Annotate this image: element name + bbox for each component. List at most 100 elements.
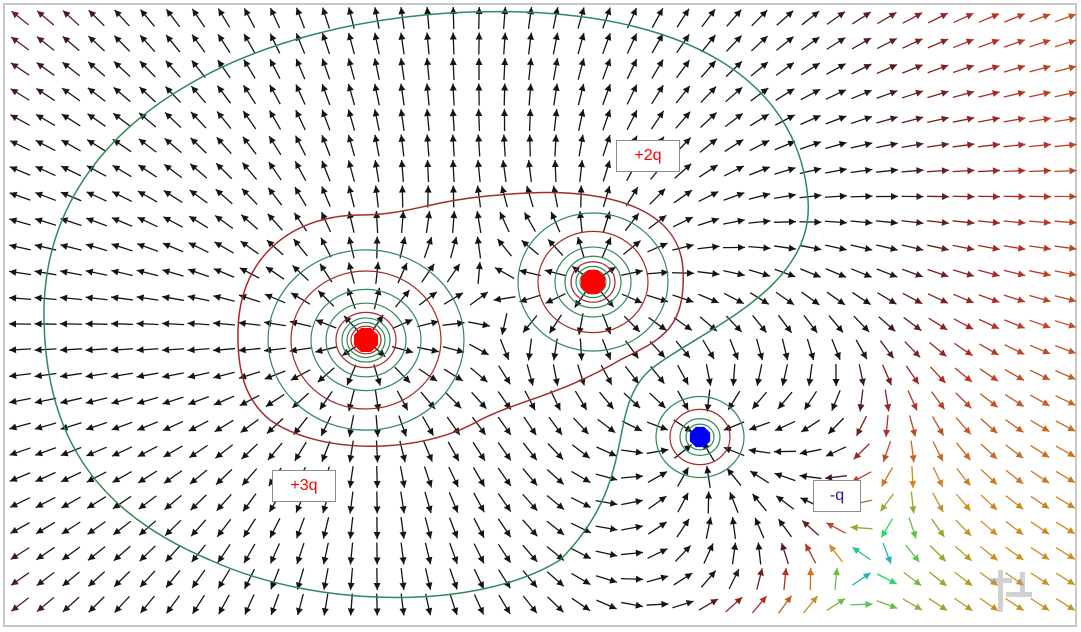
field-arrow	[774, 114, 796, 126]
field-arrow	[321, 593, 329, 616]
field-arrow	[290, 292, 311, 305]
field-arrow	[902, 38, 923, 49]
field-arrow	[240, 240, 259, 255]
field-arrow	[294, 161, 307, 181]
field-arrow	[623, 315, 641, 333]
field-arrow	[552, 32, 560, 55]
field-arrow	[475, 134, 483, 157]
field-arrow	[162, 372, 184, 380]
field-arrow	[903, 316, 922, 332]
field-arrow	[347, 236, 355, 259]
field-arrow	[9, 472, 31, 482]
field-arrow	[139, 545, 156, 562]
field-arrow	[956, 442, 971, 461]
field-arrow	[424, 517, 433, 539]
field-arrow	[801, 520, 820, 536]
field-arrow	[526, 108, 534, 132]
field-arrow	[242, 110, 257, 130]
field-arrow	[927, 141, 949, 149]
field-arrow	[269, 543, 281, 564]
field-arrow	[87, 35, 106, 52]
field-arrow	[526, 338, 533, 361]
field-arrow	[9, 397, 31, 405]
field-arrow	[649, 340, 666, 359]
field-arrow	[674, 545, 692, 562]
field-arrow	[424, 185, 432, 208]
field-arrow	[449, 236, 458, 259]
field-arrow	[296, 593, 304, 616]
field-arrow	[34, 191, 57, 202]
field-arrow	[139, 60, 156, 78]
field-arrow	[825, 244, 847, 252]
field-arrow	[163, 470, 183, 484]
field-arrow	[138, 520, 157, 536]
field-arrow	[62, 10, 80, 26]
field-arrow	[705, 491, 713, 514]
field-arrow	[704, 389, 712, 412]
field-arrow	[347, 466, 355, 488]
field-arrow	[112, 495, 132, 510]
field-arrow	[321, 135, 331, 156]
field-arrow	[932, 441, 944, 462]
field-arrow	[137, 216, 158, 228]
field-arrow	[189, 469, 208, 485]
field-arrow	[526, 57, 534, 81]
field-arrow	[36, 571, 55, 587]
field-arrow	[214, 215, 234, 229]
field-arrow	[139, 34, 156, 53]
field-arrow	[551, 185, 559, 208]
field-arrow	[1054, 193, 1077, 201]
field-arrow	[852, 572, 871, 586]
field-arrow	[111, 446, 133, 457]
field-arrow	[1003, 193, 1026, 201]
field-arrow	[979, 343, 999, 356]
field-arrow	[61, 61, 81, 77]
field-arrow	[85, 421, 108, 431]
field-arrow	[774, 166, 796, 175]
field-arrow	[702, 339, 715, 360]
field-arrow	[347, 32, 355, 55]
field-arrow	[394, 366, 411, 384]
field-arrow	[978, 269, 1000, 278]
field-arrow	[595, 525, 618, 533]
field-arrow	[424, 568, 433, 590]
field-arrow	[952, 218, 975, 226]
field-arrow	[884, 389, 892, 412]
field-arrow	[34, 422, 57, 431]
field-arrow	[373, 440, 381, 463]
field-arrow	[876, 268, 898, 278]
field-arrow	[751, 9, 768, 27]
field-arrow	[9, 268, 31, 276]
field-arrow	[546, 469, 565, 485]
plot-frame	[3, 3, 1077, 627]
field-arrow	[424, 32, 432, 55]
field-arrow	[321, 441, 331, 462]
field-arrow	[851, 268, 872, 278]
field-arrow	[826, 597, 846, 612]
field-arrow	[212, 346, 236, 354]
field-arrow	[474, 236, 482, 259]
field-arrow	[1029, 244, 1051, 252]
field-arrow	[620, 549, 644, 557]
field-arrow	[449, 185, 457, 208]
field-arrow	[778, 595, 792, 614]
field-arrow	[36, 62, 55, 76]
field-arrow	[9, 422, 31, 431]
field-arrow	[214, 241, 234, 254]
field-arrow	[875, 167, 899, 175]
field-arrow	[903, 571, 922, 587]
field-arrow	[1003, 38, 1026, 48]
field-arrow	[85, 268, 108, 276]
field-arrow	[8, 320, 32, 328]
field-arrow	[394, 289, 411, 308]
field-arrow	[217, 59, 231, 79]
field-arrow	[8, 294, 32, 302]
field-arrow	[774, 420, 796, 432]
field-arrow	[646, 447, 669, 455]
field-arrow	[979, 571, 999, 587]
field-arrow	[775, 291, 795, 306]
field-arrow	[953, 12, 974, 24]
field-arrow	[1054, 270, 1077, 278]
field-arrow	[59, 294, 83, 302]
field-arrow	[295, 58, 306, 80]
